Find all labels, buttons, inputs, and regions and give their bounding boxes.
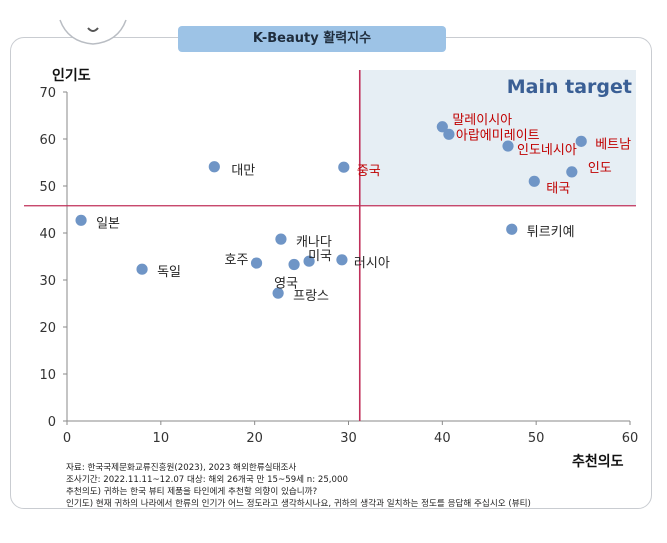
point-label: 태국	[546, 181, 570, 196]
data-point	[502, 140, 514, 152]
tick-labels: 0 10 20 30 40 50 60 0 10 20 30 40 50 60 70	[39, 86, 638, 446]
source-notes: 자료: 한국국제문화교류진흥원(2023), 2023 해외한류실태조사 조사기…	[66, 462, 666, 510]
point-label: 미국	[308, 249, 332, 264]
data-point	[528, 175, 540, 187]
point-label: 프랑스	[293, 289, 329, 304]
y-tick-label: 60	[39, 133, 56, 148]
data-point	[303, 255, 315, 267]
data-point	[506, 223, 518, 235]
y-tick-label: 40	[39, 227, 56, 242]
data-point	[443, 128, 455, 140]
y-tick-label: 20	[39, 321, 56, 336]
point-label: 독일	[157, 265, 181, 280]
data-point	[436, 121, 448, 133]
data-point	[338, 161, 350, 173]
note-recommendation-definition: 추천의도) 귀하는 한국 뷰티 제품을 타인에게 추천할 의향이 있습니까?	[66, 487, 318, 497]
main-target-quadrant	[359, 70, 636, 206]
point-label: 러시아	[354, 256, 390, 271]
x-tick-label: 10	[153, 431, 170, 446]
threshold-lines	[24, 70, 636, 421]
data-point	[250, 257, 263, 269]
y-axis-label: 인기도	[52, 67, 91, 84]
point-label: 영국	[274, 276, 298, 291]
x-tick-label: 40	[434, 431, 451, 446]
data-points	[75, 121, 587, 299]
point-label: 아랍에미레이트	[456, 128, 540, 143]
point-label: 인도	[588, 161, 612, 176]
point-label: 중국	[357, 164, 381, 179]
tab-decoration	[59, 19, 127, 45]
data-point	[575, 135, 587, 147]
quadrant-annotation: Main target	[507, 76, 632, 98]
note-popularity-definition: 인기도) 현재 귀하의 나라에서 한류의 인기가 어느 정도라고 생각하시나요,…	[66, 499, 531, 509]
data-point	[136, 263, 148, 275]
x-axis-label: 추천의도	[572, 453, 624, 470]
chart-title: K-Beauty 활력지수	[178, 26, 446, 52]
point-label: 인도네시아	[517, 143, 577, 158]
y-tick-label: 10	[39, 368, 56, 383]
point-label: 캐나다	[296, 235, 332, 250]
data-point	[566, 166, 578, 178]
data-point	[75, 214, 87, 226]
y-tick-label: 50	[39, 180, 56, 195]
x-tick-label: 30	[340, 431, 357, 446]
data-point	[272, 287, 284, 299]
y-tick-label: 30	[39, 274, 56, 289]
x-tick-label: 60	[622, 431, 639, 446]
point-label: 대만	[231, 164, 255, 179]
point-label: 튀르키예	[527, 225, 575, 240]
x-tick-label: 50	[528, 431, 545, 446]
data-point	[208, 161, 220, 173]
x-tick-label: 0	[63, 431, 71, 446]
note-source: 자료: 한국국제문화교류진흥원(2023), 2023 해외한류실태조사	[66, 463, 297, 473]
data-point	[275, 233, 287, 245]
point-label: 베트남	[595, 137, 631, 152]
point-label: 말레이시아	[452, 113, 512, 128]
data-point	[336, 254, 348, 266]
point-label: 일본	[96, 216, 120, 231]
x-tick-label: 20	[246, 431, 263, 446]
data-point	[288, 258, 300, 271]
y-tick-label: 70	[39, 86, 56, 101]
point-label: 호주	[225, 253, 249, 268]
y-tick-label: 0	[48, 415, 56, 430]
note-survey-period: 조사기간: 2022.11.11~12.07 대상: 해외 26개국 만 15~…	[66, 475, 348, 485]
